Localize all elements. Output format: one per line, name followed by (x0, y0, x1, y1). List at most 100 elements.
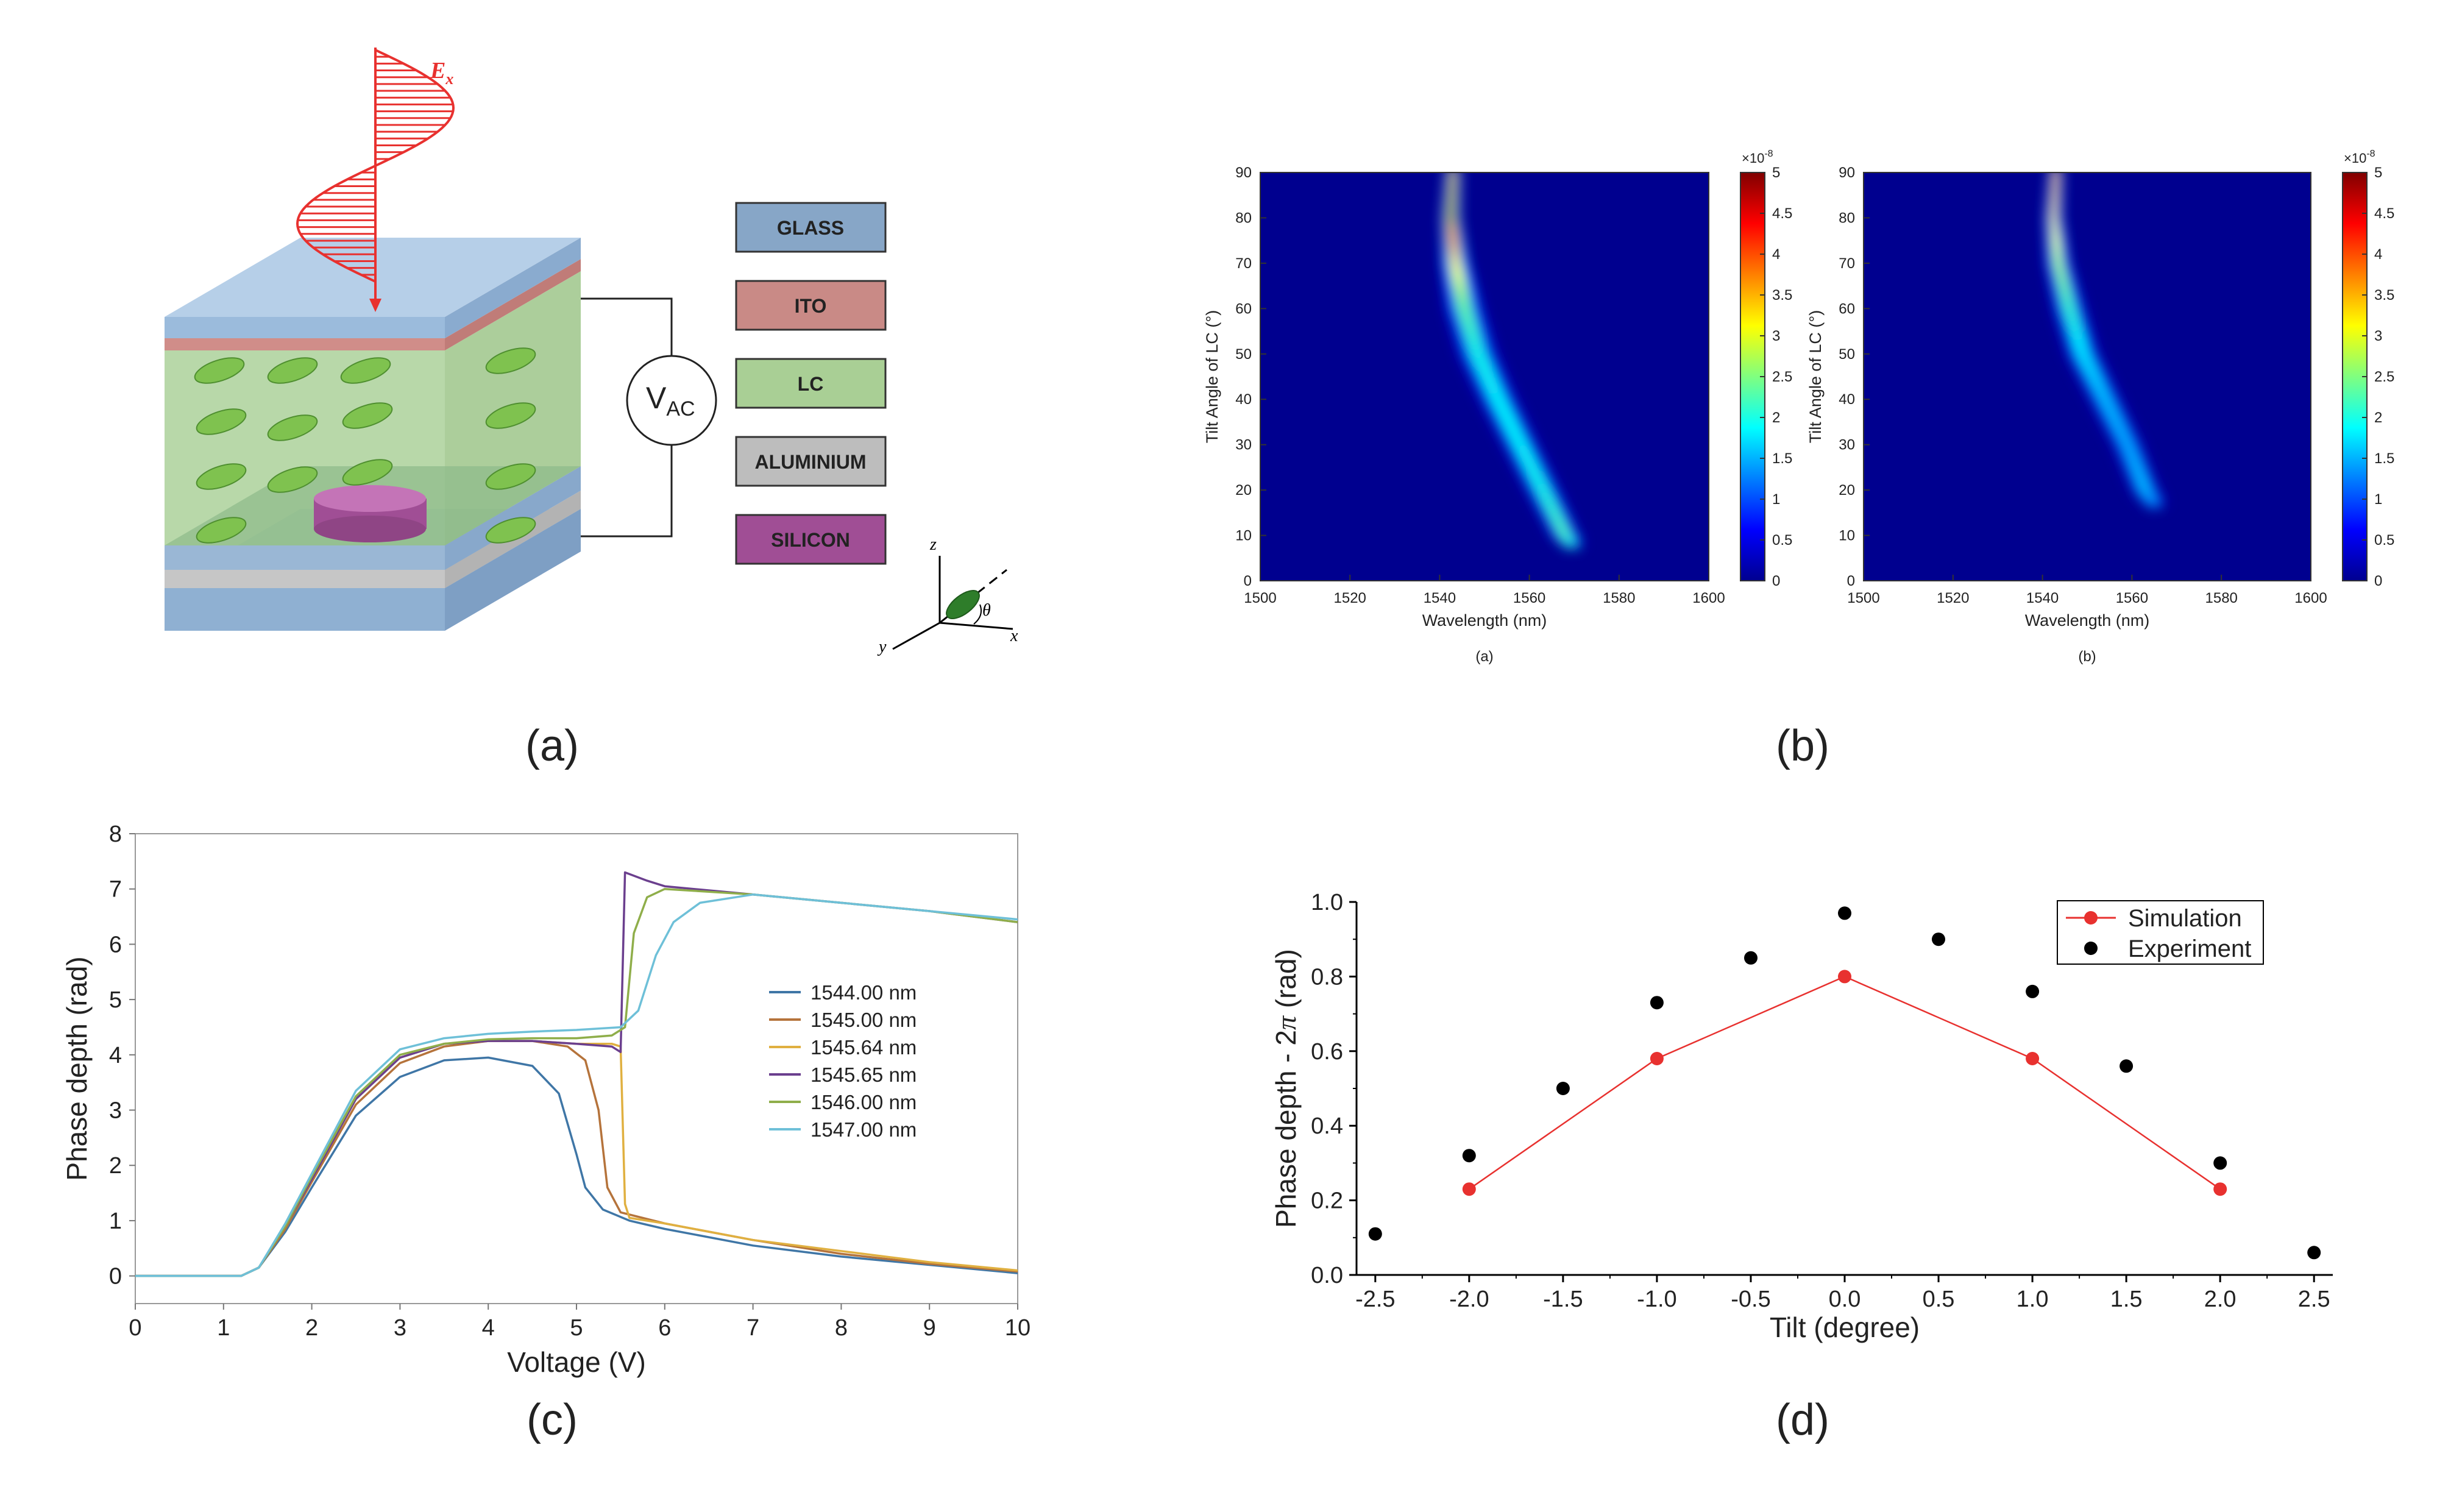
colorbar-tick-label: 4.5 (1772, 205, 1792, 222)
top-glass-side (445, 238, 581, 338)
point-simulation (1838, 970, 1851, 984)
colorbar-tick-label: 3 (1772, 328, 1780, 344)
colorbar-tick-label: 4 (1772, 246, 1780, 263)
legend-label: 1545.64 nm (811, 1036, 917, 1059)
x-tick-label: -1.0 (1637, 1287, 1676, 1312)
substrate-front (165, 545, 445, 570)
y-tick-label: 8 (109, 822, 122, 847)
colorbar-tick-label: 0 (2374, 573, 2382, 589)
x-tick-label: 9 (923, 1315, 936, 1341)
voltage-source: VAC (581, 297, 717, 538)
voltage-label: VAC (646, 381, 695, 421)
colorbar-tick-label: 1 (2374, 491, 2382, 508)
y-tick-label: 40 (1235, 391, 1252, 408)
x-axis-title: Voltage (V) (507, 1346, 646, 1378)
point-experiment (1744, 951, 1758, 965)
colorbar-tick-label: 5 (2374, 165, 2382, 181)
bottom-glass-front (165, 588, 445, 631)
y-tick-label: 50 (1839, 346, 1855, 363)
y-axis-title: Phase depth - 2π (rad) (1270, 949, 1302, 1228)
colorbar-tick-label: 2.5 (1772, 369, 1792, 385)
x-tick-label: -2.5 (1355, 1287, 1395, 1312)
legend-label: 1547.00 nm (811, 1118, 917, 1141)
y-tick-label: 3 (109, 1098, 122, 1124)
legend-swatch-aluminium (735, 436, 887, 487)
y-tick-label: 70 (1839, 255, 1855, 272)
colorbar-tick-label: 1.5 (1772, 450, 1792, 467)
y-tick-label: 40 (1839, 391, 1855, 408)
x-tick-label: 1520 (1937, 590, 1969, 606)
heatmap-caption: (a) (1475, 648, 1493, 665)
colorbar-multiplier: ×10-8 (1742, 149, 1773, 166)
heatmap-ridge (1441, 172, 1584, 549)
colorbar-multiplier-exponent: -8 (2366, 149, 2375, 159)
coordinate-axes (892, 556, 1013, 650)
y-tick-label: 1.0 (1311, 890, 1343, 915)
y-tick-label: 1 (109, 1209, 122, 1234)
y-tick-label: 0.8 (1311, 964, 1343, 990)
colorbar-tick-label: 3.5 (2374, 287, 2394, 303)
heatmap-frame (1863, 172, 2311, 581)
y-tick-label: 90 (1235, 165, 1252, 181)
series-line-0 (135, 1056, 1018, 1277)
colorbar-tick-label: 0.5 (1772, 532, 1792, 548)
colorbar-tick-label: 2 (1772, 410, 1780, 426)
point-experiment (1462, 1149, 1476, 1163)
x-tick-label: 0.0 (1829, 1287, 1861, 1312)
theta-label: θ (982, 601, 991, 620)
y-axis-title-pi: π (1271, 1015, 1302, 1030)
x-tick-label: 1540 (1424, 590, 1456, 606)
legend-marker (2084, 942, 2098, 955)
panel-d-scatter-chart: -2.5 -2.0 -1.5 -1.0 -0.5 0.0 0.5 1.0 1.5 2.0 2.5 0.… (1270, 890, 2333, 1343)
top-glass-top (165, 238, 581, 317)
axis-y-label: y (877, 637, 887, 656)
legend-label: 1545.65 nm (811, 1063, 917, 1086)
heatmap-cell (2151, 499, 2159, 508)
colorbar-multiplier-exponent: -8 (1764, 149, 1773, 159)
colorbar-tick-label: 1.5 (2374, 450, 2394, 467)
y-tick-label: 2 (109, 1153, 122, 1179)
x-tick-label: 1600 (1692, 590, 1725, 606)
y-tick-label: 60 (1235, 300, 1252, 317)
x-tick-label: 2 (305, 1315, 318, 1341)
point-simulation (2026, 1052, 2040, 1065)
colorbar-multiplier: ×10-8 (2344, 149, 2375, 166)
colorbar-tick-label: 5 (1772, 165, 1780, 181)
x-tick-label: 7 (747, 1315, 759, 1341)
y-tick-label: 0.4 (1311, 1113, 1343, 1139)
heatmap-ridge (2045, 172, 2166, 508)
axis-z-label: z (929, 535, 937, 554)
series-line-5 (135, 893, 1018, 1277)
x-tick-label: 4 (482, 1315, 495, 1341)
incident-field-wave (296, 48, 455, 312)
y-tick-label: 6 (109, 932, 122, 957)
x-tick-label: 2.0 (2204, 1287, 2237, 1312)
point-experiment (2307, 1246, 2321, 1260)
y-tick-label: 4 (109, 1043, 122, 1068)
silicon-pillar (314, 485, 427, 542)
y-tick-label: 70 (1235, 255, 1252, 272)
x-tick-label: 0 (129, 1315, 141, 1341)
y-tick-label: 5 (109, 987, 122, 1013)
legend-label-glass: GLASS (777, 217, 844, 239)
y-tick-label: 30 (1235, 437, 1252, 453)
point-experiment (1368, 1227, 1382, 1241)
legend-label-silicon: SILICON (771, 529, 850, 551)
colorbar-tick-label: 3 (2374, 328, 2382, 344)
legend-label-lc: LC (798, 373, 824, 395)
colorbar-tick-label: 1 (1772, 491, 1780, 508)
x-tick-label: 1600 (2294, 590, 2327, 606)
legend-swatch-silicon (735, 514, 887, 565)
heatmap-ridge-cells (1441, 172, 1584, 549)
y-axis-title: Tilt Angle of LC (°) (1806, 310, 1825, 443)
x-tick-label: 1.0 (2017, 1287, 2049, 1312)
colorbar-tick-label: 3.5 (1772, 287, 1792, 303)
colorbar-tick-label: 2.5 (2374, 369, 2394, 385)
point-experiment (1650, 996, 1664, 1010)
x-tick-label: 1580 (2205, 590, 2238, 606)
x-tick-label: -2.0 (1449, 1287, 1489, 1312)
x-tick-label: 1560 (2116, 590, 2148, 606)
point-experiment (1838, 906, 1851, 920)
